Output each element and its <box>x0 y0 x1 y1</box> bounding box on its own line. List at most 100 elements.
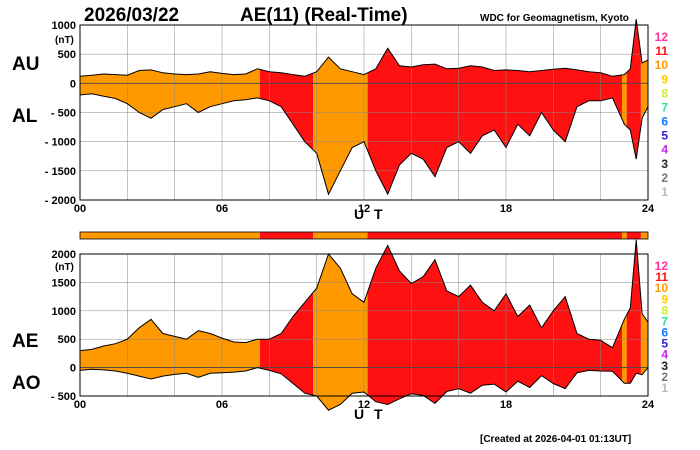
au-label: AU <box>12 54 39 75</box>
ae-ao-legend-level-3: 3 <box>661 359 668 373</box>
au-al-x-axis: 00 06 12 18 24 <box>74 203 655 215</box>
ae-ao-fill-segment-6 <box>640 298 648 375</box>
au-al-x-label: U T <box>354 206 386 222</box>
au-al-fill-segment-3 <box>367 48 622 195</box>
ae-ao-x-tick-label: 12 <box>358 399 370 411</box>
au-al-x-tick-label: 12 <box>358 203 370 215</box>
strip-frame <box>79 231 649 240</box>
au-al-legend-level-10: 10 <box>655 58 669 72</box>
au-al-y-tick-label: - 1500 <box>45 166 76 178</box>
au-al-legend-level-8: 8 <box>661 86 668 100</box>
ae-ao-legend-level-10: 10 <box>655 281 669 295</box>
ae-ao-legend-level-12: 12 <box>655 259 669 273</box>
strip-segment-0 <box>80 232 260 239</box>
strip-segment-1 <box>259 232 314 239</box>
index-title: AE(11) (Real-Time) <box>240 5 408 26</box>
ae-ao-y-tick-label: 1500 <box>52 277 76 289</box>
au-al-y-tick-label: - 2000 <box>45 195 76 207</box>
au-al-legend-level-2: 2 <box>661 171 668 185</box>
ae-ao-fill-segment-0 <box>80 319 260 379</box>
date-title: 2026/03/22 <box>84 5 179 26</box>
ae-ao-y-tick-label: 500 <box>58 334 76 346</box>
ae-ao-legend-level-4: 4 <box>661 348 668 362</box>
ae-ao-fill-segments <box>80 239 648 411</box>
ae-ao-x-tick-label: 06 <box>216 399 228 411</box>
ae-ao-y-tick-label: 0 <box>70 363 76 375</box>
au-al-y-tick-label: 500 <box>58 49 76 61</box>
ae-ao-legend-level-6: 6 <box>661 326 668 340</box>
au-al-plot-frame <box>79 24 649 201</box>
au-al-x-tick-label: 24 <box>642 203 655 215</box>
ae-ao-legend-level-5: 5 <box>661 337 668 351</box>
ae-ao-fill-segment-4 <box>622 314 627 384</box>
au-al-grid <box>79 24 649 201</box>
au-al-legend-level-9: 9 <box>661 72 668 86</box>
au-al-fill-segment-2 <box>313 57 368 195</box>
au-series-line <box>79 19 649 77</box>
ae-ao-unit-label: (nT) <box>55 262 74 273</box>
ae-ao-series-lines <box>79 239 649 411</box>
au-al-legend-level-7: 7 <box>661 100 668 114</box>
source-label: WDC for Geomagnetism, Kyoto <box>480 13 629 24</box>
ae-ao-fill-segment-3 <box>367 245 622 405</box>
ae-ao-x-tick-label: 18 <box>500 399 512 411</box>
au-al-legend-level-4: 4 <box>661 143 668 157</box>
au-al-y-tick-label: 1000 <box>52 20 76 32</box>
au-al-legend-level-3: 3 <box>661 157 668 171</box>
ae-ao-x-tick-label: 24 <box>642 399 655 411</box>
au-al-legend-level-1: 1 <box>661 185 668 199</box>
strip-segment-3 <box>367 232 622 239</box>
strip-segment-2 <box>313 232 368 239</box>
au-al-y-tick-label: 0 <box>70 78 76 90</box>
au-al-y-tick-label: - 500 <box>51 108 76 120</box>
au-al-y-axis: 1000 500 0 - 500 - 1000 - 1500 - 2000 <box>45 20 76 207</box>
ae-ao-fill-segment-1 <box>259 292 314 396</box>
ae-ao-legend-level-7: 7 <box>661 314 668 328</box>
activity-level-strip <box>79 231 649 240</box>
ao-label: AO <box>12 373 41 394</box>
au-al-legend-level-5: 5 <box>661 129 668 143</box>
ae-ao-legend-level-8: 8 <box>661 303 668 317</box>
ae-series-line <box>79 239 649 352</box>
au-al-x-tick-label: 06 <box>216 203 228 215</box>
ae-ao-x-tick-label: 00 <box>74 399 86 411</box>
ae-ao-plot-frame <box>79 253 649 397</box>
au-al-fill-segment-4 <box>622 72 627 127</box>
au-al-unit-label: (nT) <box>55 35 74 46</box>
au-al-fill-segment-0 <box>80 68 260 119</box>
au-al-fill-segment-6 <box>640 54 648 127</box>
ae-ao-legend-level-11: 11 <box>655 270 668 284</box>
ae-ao-grid <box>79 253 649 397</box>
ae-ao-legend-level-9: 9 <box>661 292 668 306</box>
al-label: AL <box>12 106 38 127</box>
au-al-legend-level-11: 11 <box>655 44 668 58</box>
au-al-x-tick-label: 18 <box>500 203 512 215</box>
created-timestamp: [Created at 2026-04-01 01:13UT] <box>480 434 631 445</box>
ae-ao-x-label: U T <box>354 406 386 422</box>
al-series-line <box>79 93 649 196</box>
ae-ao-y-tick-label: 2000 <box>52 249 76 261</box>
ae-ao-y-tick-label: 1000 <box>52 306 76 318</box>
ae-ao-legend-level-1: 1 <box>661 381 668 395</box>
strip-segment-6 <box>640 232 648 239</box>
strip-segment-5 <box>626 232 641 239</box>
ae-ao-legend-level-2: 2 <box>661 370 668 384</box>
au-al-series-lines <box>79 19 649 196</box>
au-al-fill-segments <box>80 19 648 195</box>
au-al-x-tick-label: 00 <box>74 203 86 215</box>
au-al-legend-level-12: 12 <box>655 30 669 44</box>
au-al-fill-segment-1 <box>259 69 314 150</box>
ae-ao-fill-segment-5 <box>626 239 641 384</box>
ao-series-line <box>79 367 649 411</box>
ae-label: AE <box>12 331 38 352</box>
strip-segment-4 <box>621 232 627 239</box>
ae-ao-y-axis: 2000 1500 1000 500 0 - 500 <box>51 249 76 403</box>
ae-ao-y-tick-label: - 500 <box>51 391 76 403</box>
au-al-y-tick-label: - 1000 <box>45 137 76 149</box>
ae-ao-x-axis: 00 06 12 18 24 <box>74 399 655 411</box>
